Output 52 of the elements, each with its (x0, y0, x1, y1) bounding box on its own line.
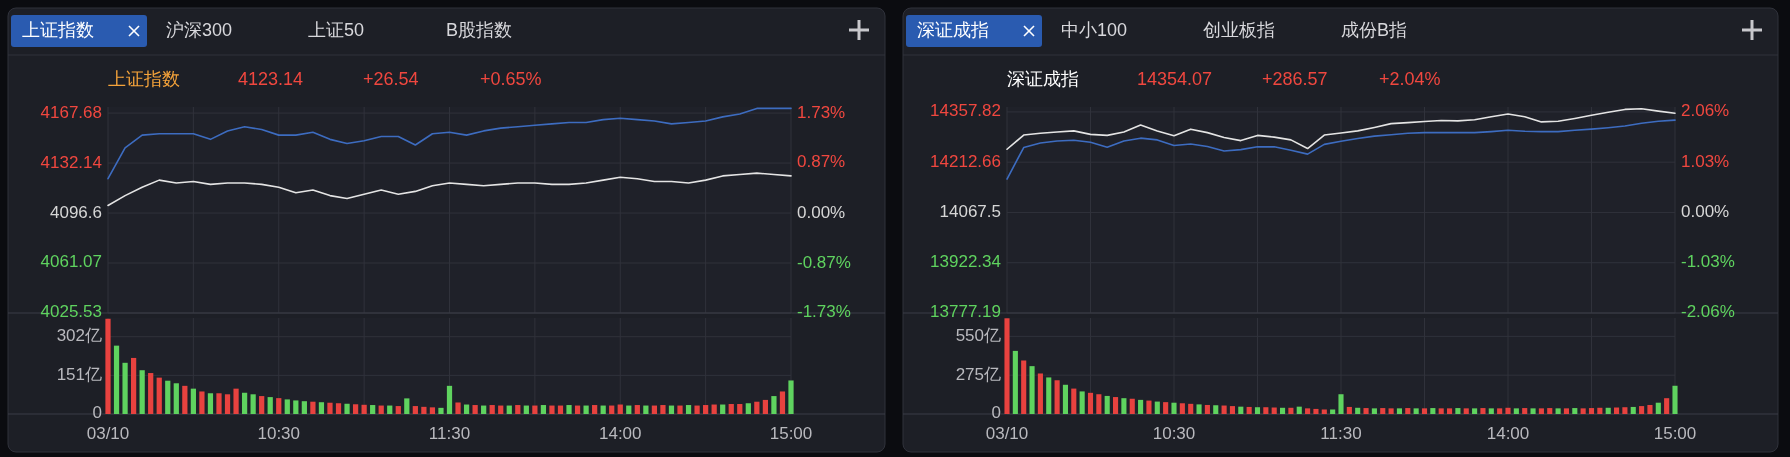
x-tick-label: 14:00 (1486, 424, 1530, 444)
text: +0.65% (480, 68, 542, 89)
x-tick-label: 11:30 (428, 424, 471, 444)
y2-tick-label: -1.03% (1681, 252, 1735, 272)
y-tick-label: 14212.66 (930, 151, 1001, 171)
text: +2.04% (1379, 68, 1441, 89)
y-tick-label: 550亿 (955, 325, 1001, 345)
y-tick-label: 4132.14 (40, 152, 102, 172)
y-tick-label: 14067.5 (939, 201, 1001, 221)
y-tick-label: 4025.53 (40, 302, 102, 322)
text: 中小100 (1061, 19, 1128, 40)
y-tick-label: 151亿 (56, 364, 102, 384)
text: 创业板指 (1203, 19, 1275, 40)
y-tick-label: 275亿 (955, 364, 1001, 384)
text: +26.54 (363, 68, 419, 89)
y2-tick-label: 0.00% (797, 202, 846, 222)
y-tick-label: 13777.19 (930, 302, 1001, 322)
y-tick-label: 4167.68 (40, 102, 102, 122)
y-tick-label: 4096.6 (50, 202, 102, 222)
y-tick-label: 13922.34 (930, 252, 1001, 272)
y2-tick-label: -1.73% (797, 302, 851, 322)
x-tick-label: 14:00 (598, 424, 642, 444)
x-tick-label: 03/10 (985, 424, 1029, 444)
text: +286.57 (1262, 68, 1328, 89)
y2-tick-label: -0.87% (797, 252, 851, 272)
text: 上证50 (308, 19, 365, 40)
y2-tick-label: 0.87% (797, 152, 846, 172)
x-tick-label: 15:00 (769, 424, 813, 444)
y-tick-label: 4061.07 (40, 252, 102, 272)
text: 沪深300 (166, 19, 233, 40)
text: 成份B指 (1341, 19, 1408, 40)
text: 深证成指 (917, 19, 989, 40)
y2-tick-label: -2.06% (1681, 302, 1735, 322)
x-tick-label: 03/10 (86, 424, 130, 444)
text: 上证指数 (22, 19, 94, 40)
y-tick-label: 0 (991, 403, 1001, 423)
chart-title: 深证成指 (1007, 68, 1079, 89)
chart-title: 上证指数 (108, 68, 180, 89)
y-tick-label: 302亿 (56, 326, 102, 346)
y-tick-label: 14357.82 (930, 101, 1001, 121)
x-tick-label: 11:30 (1320, 424, 1362, 444)
text: 14354.07 (1137, 68, 1213, 89)
x-tick-label: 10:30 (257, 424, 301, 444)
y2-tick-label: 1.73% (797, 102, 846, 122)
y-tick-label: 0 (92, 403, 102, 423)
y2-tick-label: 0.00% (1681, 201, 1730, 221)
y2-tick-label: 1.03% (1681, 151, 1730, 171)
x-tick-label: 10:30 (1152, 424, 1196, 444)
x-tick-label: 15:00 (1653, 424, 1697, 444)
text: B股指数 (446, 19, 513, 40)
text: 4123.14 (238, 68, 304, 89)
y2-tick-label: 2.06% (1681, 101, 1730, 121)
